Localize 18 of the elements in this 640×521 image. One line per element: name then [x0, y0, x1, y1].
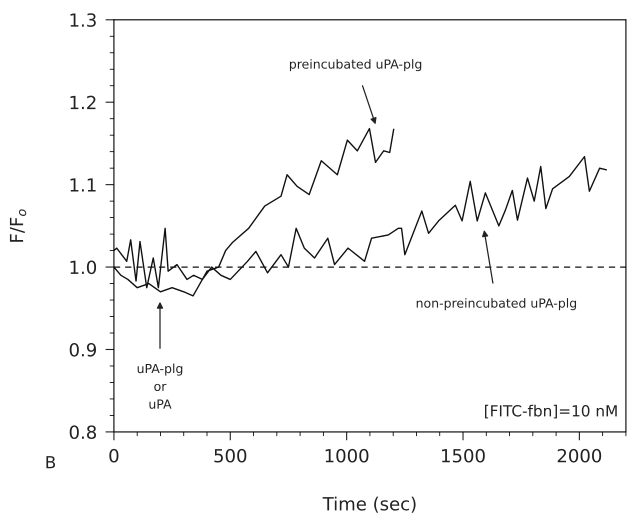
x-tick-label: 2000	[558, 448, 602, 463]
text: B	[46, 456, 56, 468]
y-axis-title: F/F$_{o}$	[10, 209, 26, 242]
annotation: preincubated uPA-plg	[290, 59, 422, 72]
y-tick-label: 1.1	[70, 178, 96, 192]
annotation: [FITC-fbn]=10 nM	[485, 404, 617, 418]
y-tick-label: 1.0	[70, 260, 96, 274]
x-tick-label: 1500	[442, 448, 485, 463]
y-tick-label: 1.3	[70, 13, 96, 27]
x-axis-title: Time (sec)	[322, 496, 416, 513]
annotation: non-preincubated uPA-plg	[416, 298, 576, 310]
x-tick-label: 0	[109, 448, 118, 463]
y-tick-label: 1.2	[70, 96, 96, 110]
x-tick-label: 1000	[326, 448, 368, 463]
y-tick-label: 0.8	[70, 425, 96, 440]
y-tick-label: 0.9	[70, 342, 96, 357]
annotation: uPA-plg or uPA	[138, 364, 182, 409]
x-tick-label: 500	[214, 448, 246, 463]
